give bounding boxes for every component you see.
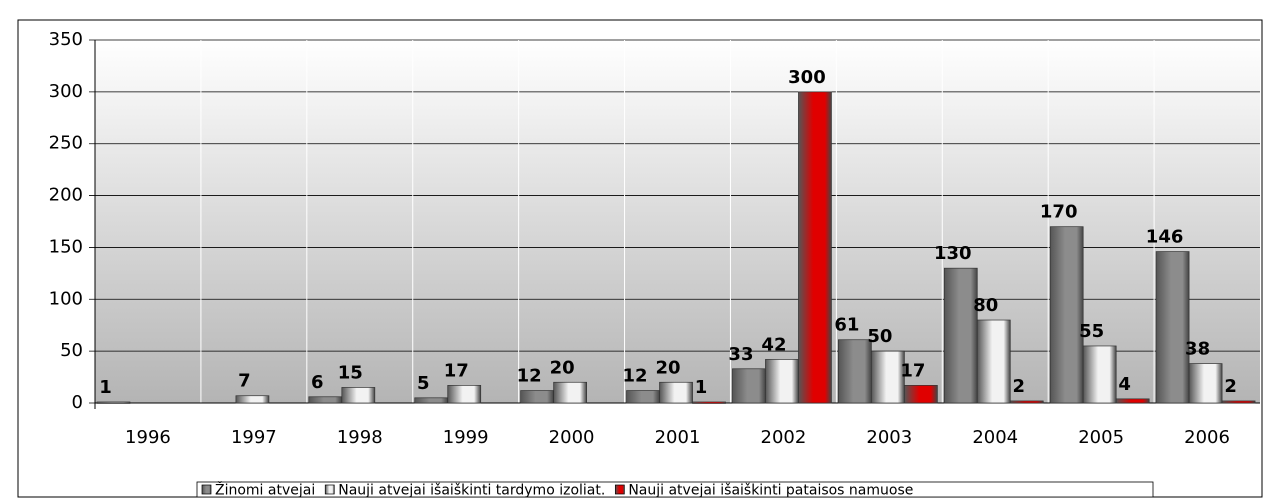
legend-label: Žinomi atvejai xyxy=(215,481,315,499)
legend-swatch xyxy=(614,484,625,495)
value-label: 61 xyxy=(834,315,859,336)
x-tick-label: 1996 xyxy=(125,427,171,448)
y-tick-label: 300 xyxy=(49,81,83,102)
value-label: 17 xyxy=(900,360,925,381)
value-label: 4 xyxy=(1118,374,1131,395)
value-label: 33 xyxy=(728,344,753,365)
y-tick-label: 200 xyxy=(49,185,83,206)
x-tick-label: 1998 xyxy=(337,427,383,448)
x-tick-label: 1999 xyxy=(443,427,489,448)
bar xyxy=(732,368,766,404)
value-label: 1 xyxy=(99,377,112,398)
bar xyxy=(943,267,978,404)
bar xyxy=(1009,400,1044,404)
x-tick-label: 2003 xyxy=(866,427,912,448)
value-label: 146 xyxy=(1146,227,1184,248)
value-label: 5 xyxy=(417,373,430,394)
value-label: 1 xyxy=(695,377,708,398)
bar xyxy=(1221,400,1256,404)
bar xyxy=(341,387,376,404)
bar xyxy=(904,385,938,404)
value-label: 300 xyxy=(788,67,826,88)
bar xyxy=(96,401,131,404)
bar xyxy=(1115,398,1150,404)
y-tick-label: 50 xyxy=(60,340,83,361)
value-label: 15 xyxy=(338,362,363,383)
value-label: 42 xyxy=(761,334,786,355)
bar xyxy=(692,401,726,404)
value-label: 20 xyxy=(550,357,575,378)
value-label: 6 xyxy=(311,372,324,393)
value-label: 20 xyxy=(656,357,681,378)
value-label: 2 xyxy=(1224,376,1237,397)
bar xyxy=(308,396,343,404)
y-tick-label: 250 xyxy=(49,133,83,154)
value-label: 55 xyxy=(1079,321,1104,342)
bar xyxy=(1155,251,1190,404)
value-label: 170 xyxy=(1040,202,1078,223)
value-label: 38 xyxy=(1185,339,1210,360)
legend-box xyxy=(196,481,1154,498)
x-tick-label: 2004 xyxy=(972,427,1018,448)
bar xyxy=(235,395,270,404)
legend-swatch xyxy=(201,484,212,495)
bar xyxy=(1049,226,1084,404)
bar xyxy=(659,381,693,404)
bar xyxy=(1188,363,1223,404)
bar xyxy=(798,91,832,404)
bar xyxy=(553,381,587,404)
x-tick-label: 2001 xyxy=(655,427,701,448)
bar xyxy=(1082,345,1117,404)
bar xyxy=(871,350,905,404)
y-tick-label: 100 xyxy=(49,288,83,309)
bar xyxy=(447,385,482,404)
value-label: 130 xyxy=(934,243,972,264)
legend-label: Nauji atvejai išaiškinti tardymo izoliat… xyxy=(338,483,605,499)
y-tick-label: 150 xyxy=(49,236,83,257)
x-tick-label: 2005 xyxy=(1078,427,1124,448)
bar xyxy=(626,390,660,404)
bar xyxy=(520,390,554,404)
value-label: 80 xyxy=(973,295,998,316)
y-tick-label: 0 xyxy=(72,392,83,413)
value-label: 7 xyxy=(238,371,251,392)
x-tick-label: 1997 xyxy=(231,427,277,448)
value-label: 50 xyxy=(867,326,892,347)
value-label: 12 xyxy=(517,366,542,387)
value-label: 12 xyxy=(623,366,648,387)
legend-label: Nauji atvejai išaiškinti pataisos namuos… xyxy=(628,483,913,499)
value-label: 17 xyxy=(444,360,469,381)
x-tick-label: 2000 xyxy=(549,427,595,448)
legend-swatch xyxy=(324,484,335,495)
y-tick-label: 350 xyxy=(49,29,83,50)
bar xyxy=(414,397,449,404)
x-tick-label: 2002 xyxy=(761,427,807,448)
bar xyxy=(838,339,872,404)
value-label: 2 xyxy=(1013,376,1026,397)
bar xyxy=(976,319,1011,404)
x-tick-label: 2006 xyxy=(1184,427,1230,448)
bar xyxy=(765,359,799,404)
